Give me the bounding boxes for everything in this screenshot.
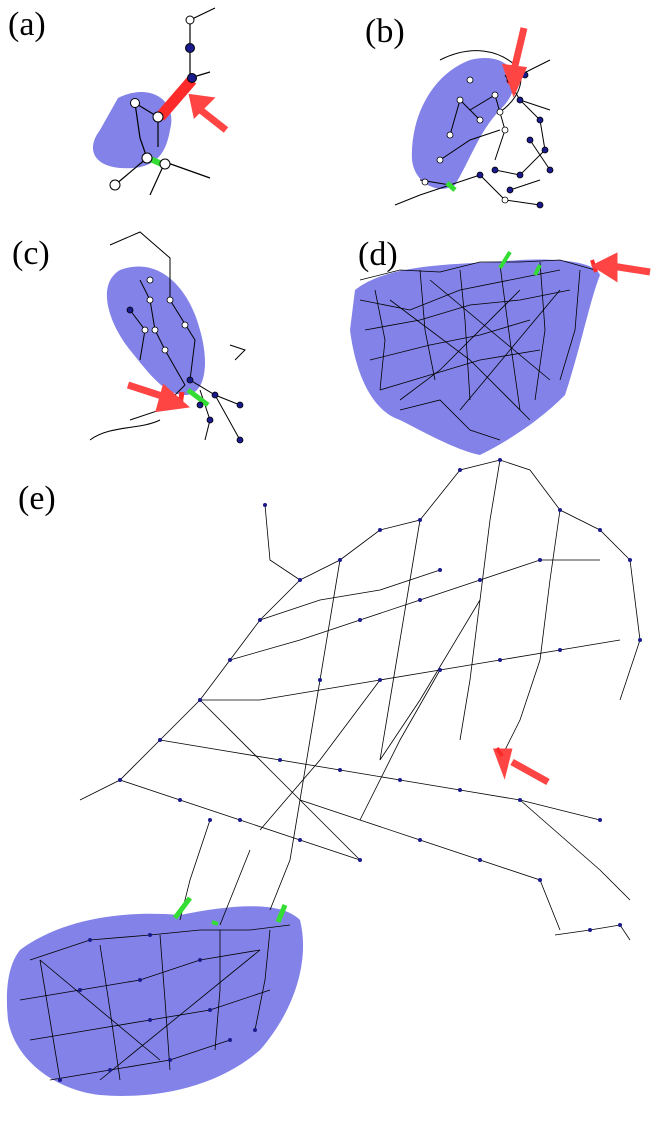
arrow-e xyxy=(492,748,550,786)
nodes-a xyxy=(109,15,197,191)
arrow-c xyxy=(126,381,191,413)
nodes-e xyxy=(58,458,642,1082)
panel-label-c: (c) xyxy=(12,235,50,272)
panel-label-d: (d) xyxy=(358,236,398,273)
nodes-c xyxy=(126,276,244,444)
arrow-b xyxy=(501,27,528,98)
panel-e-region xyxy=(6,906,304,1096)
boundary-line-e3 xyxy=(211,920,219,926)
boundary-line-e1 xyxy=(173,896,192,920)
boundary-line-d2 xyxy=(533,264,542,276)
arrow-a xyxy=(188,93,229,133)
panel-label-b: (b) xyxy=(365,13,405,50)
tripped-line-a xyxy=(155,76,197,121)
panel-b-region xyxy=(411,58,515,189)
arrow-d xyxy=(590,252,651,283)
boundary-line-d1 xyxy=(498,250,512,270)
boundary-line-c xyxy=(186,388,210,407)
panel-d-region xyxy=(350,259,600,455)
tripped-line-e xyxy=(495,746,504,758)
boundary-line-b xyxy=(445,181,457,192)
panel-a-region xyxy=(92,92,172,169)
panel-label-e: (e) xyxy=(18,480,56,517)
boundary-line-e2 xyxy=(275,904,288,923)
panel-label-a: (a) xyxy=(8,6,46,43)
